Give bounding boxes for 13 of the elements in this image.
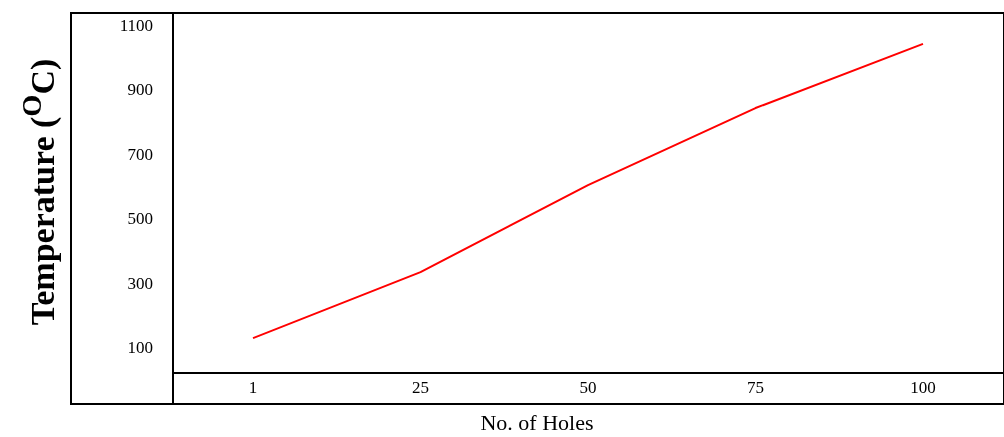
line-series [252,42,924,340]
y-tick-label: 300 [127,273,153,293]
y-tick-label: 1100 [119,15,153,35]
x-tick-label: 1 [248,378,258,398]
y-tick-label: 100 [127,338,153,358]
y-tick-label: 900 [127,80,153,100]
x-axis-title: No. of Holes [479,410,595,436]
y-tick-label: 500 [127,209,153,229]
x-tick-label: 50 [579,378,597,398]
x-tick-label: 100 [910,378,936,398]
y-tick-label: 700 [127,144,153,164]
x-tick-label: 25 [412,378,429,398]
x-tick-label: 75 [747,378,764,398]
